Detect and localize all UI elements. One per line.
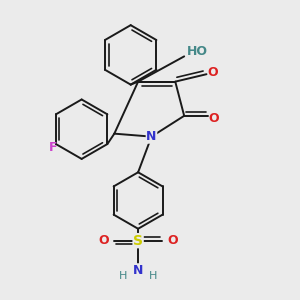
Text: H: H <box>119 271 128 281</box>
Text: N: N <box>146 130 157 143</box>
Text: O: O <box>207 66 218 79</box>
Text: S: S <box>133 234 143 248</box>
Text: O: O <box>167 234 178 247</box>
Text: O: O <box>208 112 219 125</box>
Text: O: O <box>99 234 109 247</box>
Text: F: F <box>49 140 58 154</box>
Text: N: N <box>133 264 143 277</box>
Text: HO: HO <box>187 45 208 58</box>
Text: H: H <box>149 271 157 281</box>
